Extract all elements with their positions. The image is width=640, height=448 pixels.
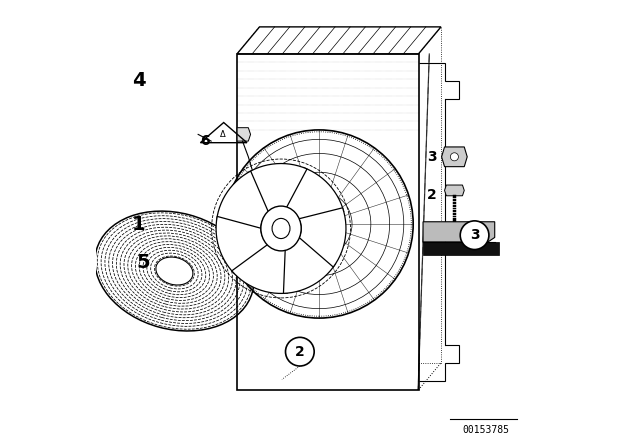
Polygon shape bbox=[216, 216, 269, 274]
Polygon shape bbox=[285, 168, 344, 220]
Polygon shape bbox=[237, 128, 251, 141]
Polygon shape bbox=[232, 244, 287, 293]
Ellipse shape bbox=[156, 257, 193, 285]
Polygon shape bbox=[445, 185, 464, 196]
Text: 3: 3 bbox=[427, 150, 436, 164]
Text: 00153785: 00153785 bbox=[462, 425, 509, 435]
Text: 1: 1 bbox=[132, 215, 145, 233]
Ellipse shape bbox=[297, 199, 341, 249]
Text: 6: 6 bbox=[200, 134, 210, 148]
Polygon shape bbox=[216, 171, 269, 229]
Ellipse shape bbox=[261, 206, 301, 251]
Circle shape bbox=[285, 337, 314, 366]
Polygon shape bbox=[237, 27, 441, 54]
Circle shape bbox=[451, 153, 458, 161]
Polygon shape bbox=[299, 208, 346, 267]
Polygon shape bbox=[237, 54, 419, 390]
Polygon shape bbox=[247, 164, 307, 213]
Text: 4: 4 bbox=[132, 71, 145, 90]
Text: $\!\!\Delta\!$: $\!\!\Delta\!$ bbox=[220, 129, 227, 139]
Text: 5: 5 bbox=[136, 253, 150, 271]
Bar bbox=[423, 242, 499, 255]
Circle shape bbox=[460, 221, 489, 250]
Polygon shape bbox=[442, 147, 467, 167]
Ellipse shape bbox=[272, 219, 290, 239]
Polygon shape bbox=[284, 236, 335, 293]
Text: 2: 2 bbox=[427, 188, 436, 202]
Polygon shape bbox=[423, 222, 495, 242]
Text: 2: 2 bbox=[295, 345, 305, 359]
Circle shape bbox=[308, 213, 330, 235]
Text: 3: 3 bbox=[470, 228, 479, 242]
